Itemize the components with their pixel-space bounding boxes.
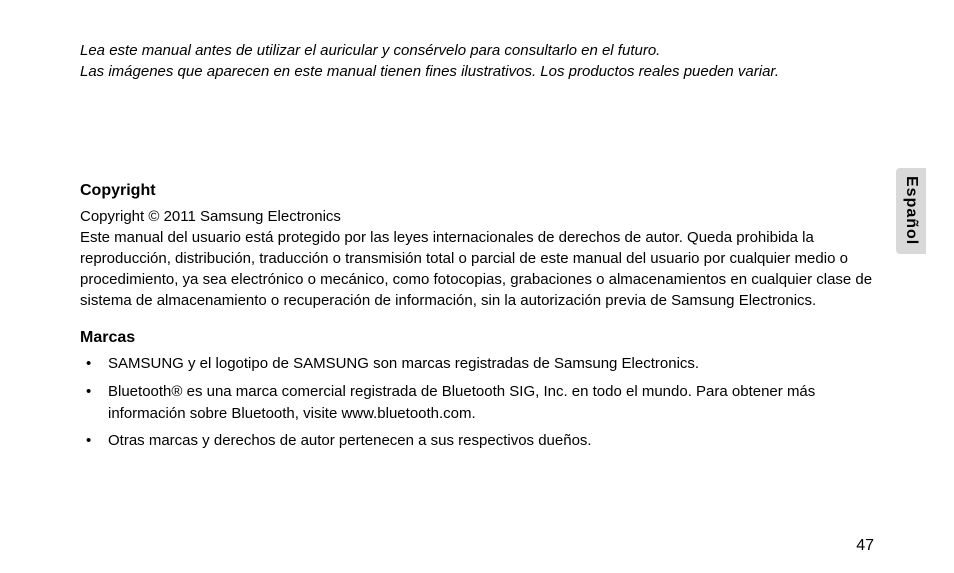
list-item: Bluetooth® es una marca comercial regist… bbox=[80, 381, 874, 425]
intro-line-2: Las imágenes que aparecen en este manual… bbox=[80, 61, 874, 82]
language-tab-label: Español bbox=[902, 176, 920, 245]
document-page: Lea este manual antes de utilizar el aur… bbox=[0, 0, 954, 452]
page-number: 47 bbox=[856, 537, 874, 555]
trademarks-list: SAMSUNG y el logotipo de SAMSUNG son mar… bbox=[80, 353, 874, 452]
trademarks-section: Marcas SAMSUNG y el logotipo de SAMSUNG … bbox=[80, 329, 874, 452]
copyright-section: Copyright Copyright © 2011 Samsung Elect… bbox=[80, 182, 874, 311]
copyright-body: Copyright © 2011 Samsung Electronics Est… bbox=[80, 206, 874, 311]
intro-line-1: Lea este manual antes de utilizar el aur… bbox=[80, 40, 874, 61]
copyright-line-1: Copyright © 2011 Samsung Electronics bbox=[80, 206, 874, 227]
list-item: Otras marcas y derechos de autor pertene… bbox=[80, 430, 874, 452]
language-tab: Español bbox=[896, 168, 926, 254]
intro-notice: Lea este manual antes de utilizar el aur… bbox=[80, 40, 874, 82]
copyright-heading: Copyright bbox=[80, 182, 874, 200]
copyright-text: Este manual del usuario está protegido p… bbox=[80, 227, 874, 311]
list-item: SAMSUNG y el logotipo de SAMSUNG son mar… bbox=[80, 353, 874, 375]
trademarks-heading: Marcas bbox=[80, 329, 874, 347]
